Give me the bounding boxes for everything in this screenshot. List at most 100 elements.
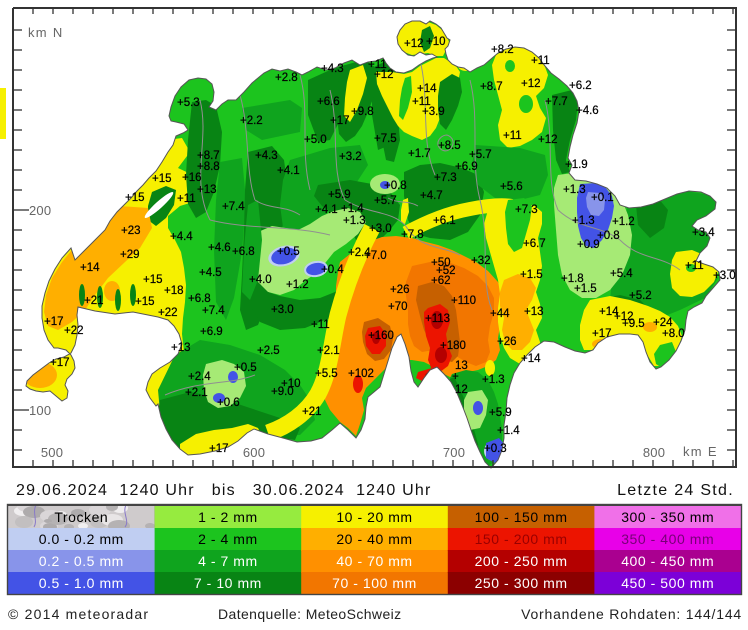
svg-text:4 - 7 mm: 4 - 7 mm — [198, 553, 258, 569]
svg-text:200: 200 — [29, 203, 51, 218]
svg-text:+3.2: +3.2 — [339, 151, 362, 163]
svg-text:+0.9: +0.9 — [577, 239, 600, 251]
svg-text:450 - 500 mm: 450 - 500 mm — [621, 575, 714, 591]
svg-text:+10: +10 — [426, 36, 446, 48]
svg-text:+6.1: +6.1 — [433, 215, 456, 227]
svg-text:+24: +24 — [653, 317, 673, 329]
svg-text:+15: +15 — [125, 192, 145, 204]
svg-text:+4.6: +4.6 — [208, 242, 231, 254]
svg-text:+1.3: +1.3 — [482, 374, 505, 386]
svg-text:+21: +21 — [84, 295, 104, 307]
svg-text:150 - 200 mm: 150 - 200 mm — [475, 531, 568, 547]
svg-text:+3.0: +3.0 — [271, 304, 294, 316]
svg-text:0.2 - 0.5 mm: 0.2 - 0.5 mm — [39, 553, 124, 569]
svg-text:+1.9: +1.9 — [565, 159, 588, 171]
svg-text:+10: +10 — [281, 378, 301, 390]
svg-text:+2.5: +2.5 — [257, 345, 280, 357]
svg-text:Letzte 24 Std.: Letzte 24 Std. — [617, 482, 734, 499]
svg-text:500: 500 — [41, 445, 63, 460]
svg-text:+5.9: +5.9 — [328, 189, 351, 201]
svg-text:+4.4: +4.4 — [170, 231, 193, 243]
svg-text:0.5 - 1.0 mm: 0.5 - 1.0 mm — [39, 575, 124, 591]
svg-text:+7.3: +7.3 — [434, 172, 457, 184]
svg-text:+52: +52 — [436, 265, 456, 277]
svg-text:+8.0: +8.0 — [662, 328, 685, 340]
svg-text:+9.8: +9.8 — [351, 106, 374, 118]
svg-text:+4.3: +4.3 — [321, 63, 344, 75]
svg-text:100 - 150 mm: 100 - 150 mm — [475, 509, 568, 525]
svg-text:+12: +12 — [404, 38, 424, 50]
svg-text:+0.3: +0.3 — [484, 443, 507, 455]
svg-text:+7.4: +7.4 — [202, 305, 225, 317]
svg-text:+3.4: +3.4 — [692, 227, 715, 239]
svg-text:+22: +22 — [64, 325, 84, 337]
svg-text:+70: +70 — [388, 301, 408, 313]
svg-text:+6.6: +6.6 — [317, 96, 340, 108]
svg-text:+7.7: +7.7 — [545, 96, 568, 108]
svg-text:+17: +17 — [50, 357, 70, 369]
svg-text:12: 12 — [455, 384, 468, 396]
svg-text:+6.8: +6.8 — [188, 293, 211, 305]
svg-text:+1.7: +1.7 — [408, 148, 431, 160]
svg-text:+11: +11 — [685, 260, 704, 272]
svg-text:+6.8: +6.8 — [232, 246, 255, 258]
svg-text:+32: +32 — [471, 255, 491, 267]
svg-text:+4.1: +4.1 — [277, 165, 300, 177]
svg-text:+15: +15 — [143, 274, 163, 286]
svg-text:+13: +13 — [524, 306, 544, 318]
svg-text:+6.9: +6.9 — [455, 161, 478, 173]
svg-text:Vorhandene Rohdaten: 144/144: Vorhandene Rohdaten: 144/144 — [521, 606, 742, 622]
svg-text:+12: +12 — [521, 78, 541, 90]
svg-text:+3.0: +3.0 — [713, 270, 736, 282]
svg-text:+6.2: +6.2 — [569, 80, 592, 92]
svg-text:+1.4: +1.4 — [497, 425, 520, 437]
svg-text:+1.3: +1.3 — [572, 215, 595, 227]
svg-text:20 - 40 mm: 20 - 40 mm — [336, 531, 412, 547]
svg-text:+11: +11 — [368, 59, 387, 71]
svg-text:+5.5: +5.5 — [315, 368, 338, 380]
svg-text:+8.2: +8.2 — [491, 44, 514, 56]
svg-text:13: 13 — [455, 360, 468, 372]
svg-text:+102: +102 — [348, 368, 374, 380]
svg-text:+23: +23 — [121, 225, 141, 237]
svg-text:+2.1: +2.1 — [185, 387, 208, 399]
svg-text:+2.2: +2.2 — [240, 115, 263, 127]
svg-text:+3.0: +3.0 — [369, 223, 392, 235]
svg-text:+6.9: +6.9 — [200, 326, 223, 338]
svg-text:200 - 250 mm: 200 - 250 mm — [475, 553, 568, 569]
svg-text:+50: +50 — [431, 257, 451, 269]
svg-text:+6.7: +6.7 — [523, 238, 546, 250]
svg-text:+1.2: +1.2 — [286, 279, 309, 291]
svg-text:+14: +14 — [521, 353, 541, 365]
svg-text:+4.1: +4.1 — [315, 204, 338, 216]
svg-text:+0.5: +0.5 — [277, 246, 300, 258]
svg-text:+5.7: +5.7 — [374, 195, 397, 207]
svg-text:+17: +17 — [44, 316, 64, 328]
svg-text:+44: +44 — [490, 308, 510, 320]
svg-text:40 - 70 mm: 40 - 70 mm — [336, 553, 412, 569]
svg-text:+1.3: +1.3 — [563, 184, 586, 196]
svg-text:+4.7: +4.7 — [420, 190, 443, 202]
svg-text:+14: +14 — [80, 262, 100, 274]
svg-text:+18: +18 — [164, 285, 184, 297]
svg-text:+22: +22 — [158, 307, 178, 319]
svg-text:+14: +14 — [417, 83, 437, 95]
svg-text:+7.4: +7.4 — [222, 201, 245, 213]
svg-text:+113: +113 — [425, 313, 450, 325]
svg-text:250 - 300 mm: 250 - 300 mm — [475, 575, 568, 591]
svg-text:+5.4: +5.4 — [610, 268, 633, 280]
svg-text:+8.5: +8.5 — [438, 140, 461, 152]
svg-text:2 - 4 mm: 2 - 4 mm — [198, 531, 258, 547]
svg-text:+13: +13 — [171, 342, 191, 354]
svg-text:+21: +21 — [302, 406, 322, 418]
svg-text:+12: +12 — [538, 134, 558, 146]
svg-text:+180: +180 — [440, 340, 466, 352]
svg-text:+2.8: +2.8 — [275, 72, 298, 84]
svg-text:+26: +26 — [390, 284, 410, 296]
svg-text:+9.0: +9.0 — [271, 386, 294, 398]
svg-text:+12: +12 — [614, 311, 634, 323]
svg-text:1 - 2 mm: 1 - 2 mm — [198, 509, 258, 525]
svg-text:+0.5: +0.5 — [234, 362, 257, 374]
svg-text:600: 600 — [243, 445, 265, 460]
svg-text:+12: +12 — [374, 69, 394, 81]
